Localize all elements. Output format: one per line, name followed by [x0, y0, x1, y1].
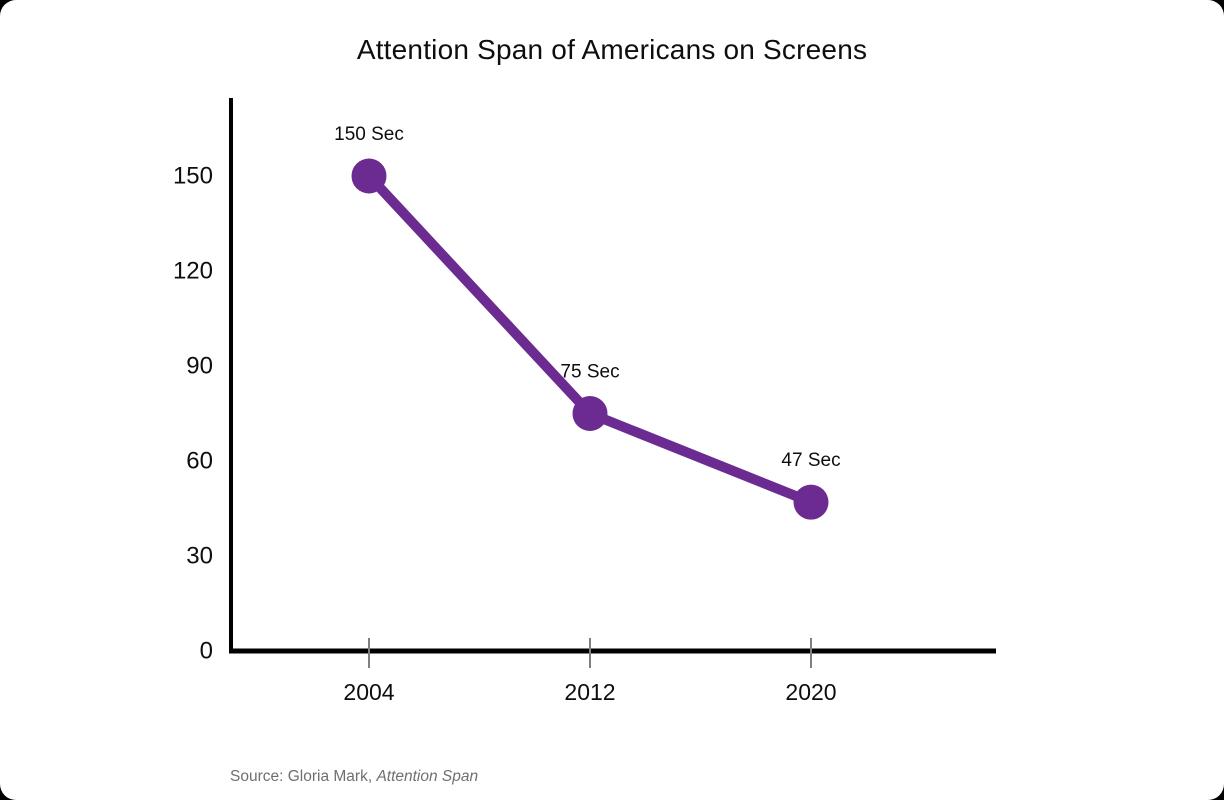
data-point — [793, 484, 829, 520]
y-tick-label: 60 — [186, 448, 213, 475]
y-tick-label: 0 — [200, 638, 213, 665]
data-point — [572, 396, 608, 431]
data-point — [351, 158, 387, 194]
series-line — [364, 171, 816, 508]
source-note: Source: Gloria Mark, Attention Span — [230, 768, 478, 786]
chart-title: Attention Span of Americans on Screens — [356, 34, 868, 65]
x-tick-label: 2012 — [564, 679, 615, 705]
x-tick-label: 2004 — [343, 679, 394, 705]
y-tick-label: 30 — [186, 543, 213, 570]
x-tick-label: 2020 — [785, 679, 836, 705]
data-point-label: 75 Sec — [560, 362, 619, 383]
y-tick-label: 150 — [173, 163, 213, 190]
source-prefix: Source: Gloria Mark, — [230, 768, 377, 785]
y-tick-label: 120 — [173, 258, 213, 285]
source-work-title: Attention Span — [376, 768, 479, 785]
data-point-label: 150 Sec — [334, 124, 404, 145]
y-tick-label: 90 — [186, 353, 213, 380]
data-point-label: 47 Sec — [781, 450, 840, 471]
